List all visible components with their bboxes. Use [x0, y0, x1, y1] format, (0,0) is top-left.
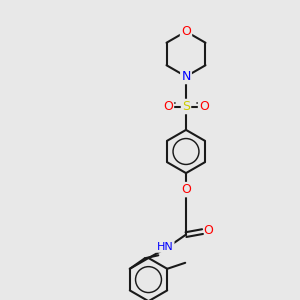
Text: O: O [181, 183, 191, 196]
Text: N: N [181, 70, 191, 83]
Text: HN: HN [157, 242, 173, 252]
Text: O: O [204, 224, 213, 237]
Text: O: O [163, 100, 173, 113]
Text: O: O [181, 25, 191, 38]
Text: O: O [199, 100, 209, 113]
Text: S: S [182, 100, 190, 113]
